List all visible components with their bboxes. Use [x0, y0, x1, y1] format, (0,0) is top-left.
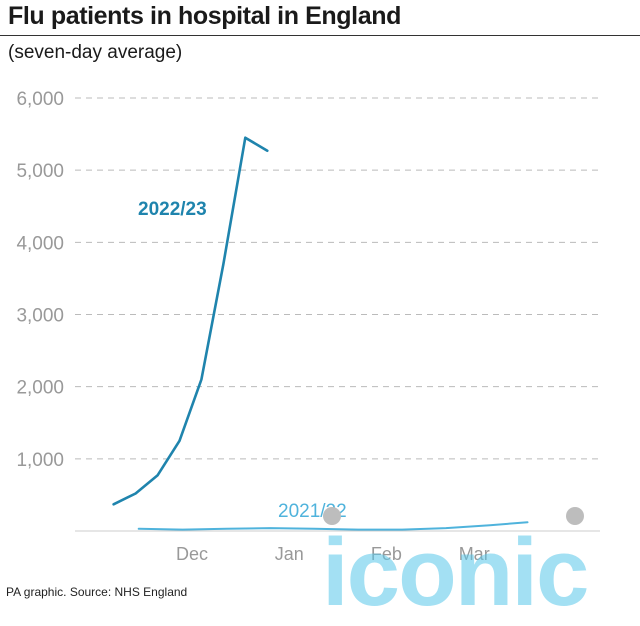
watermark-logo: iconic	[322, 519, 589, 626]
series-label-2022-23: 2022/23	[138, 199, 207, 220]
y-tick-label: 2,000	[16, 378, 64, 399]
x-tick-label: Feb	[371, 544, 402, 564]
decor-dot	[566, 507, 584, 525]
y-tick-label: 1,000	[16, 450, 64, 471]
series-line-2022-23	[112, 136, 269, 506]
line-chart: 1,000 2,000 3,000 4,000 5,000 6,000 Dec Jan Feb M…	[16, 89, 600, 564]
x-tick-label: Dec	[176, 544, 208, 564]
chart-subtitle: (seven-day average)	[8, 42, 183, 63]
y-tick-label: 5,000	[16, 161, 64, 182]
chart-title: Flu patients in hospital in England	[8, 2, 401, 30]
y-tick-label: 6,000	[16, 89, 64, 110]
source-note: PA graphic. Source: NHS England	[6, 585, 188, 599]
series-line-2021-22	[137, 521, 529, 531]
title-divider	[0, 35, 640, 36]
decor-dot	[323, 507, 341, 525]
y-tick-label: 3,000	[16, 306, 64, 327]
x-tick-label: Mar	[459, 544, 490, 564]
y-tick-label: 4,000	[16, 233, 64, 254]
x-tick-label: Jan	[275, 544, 304, 564]
